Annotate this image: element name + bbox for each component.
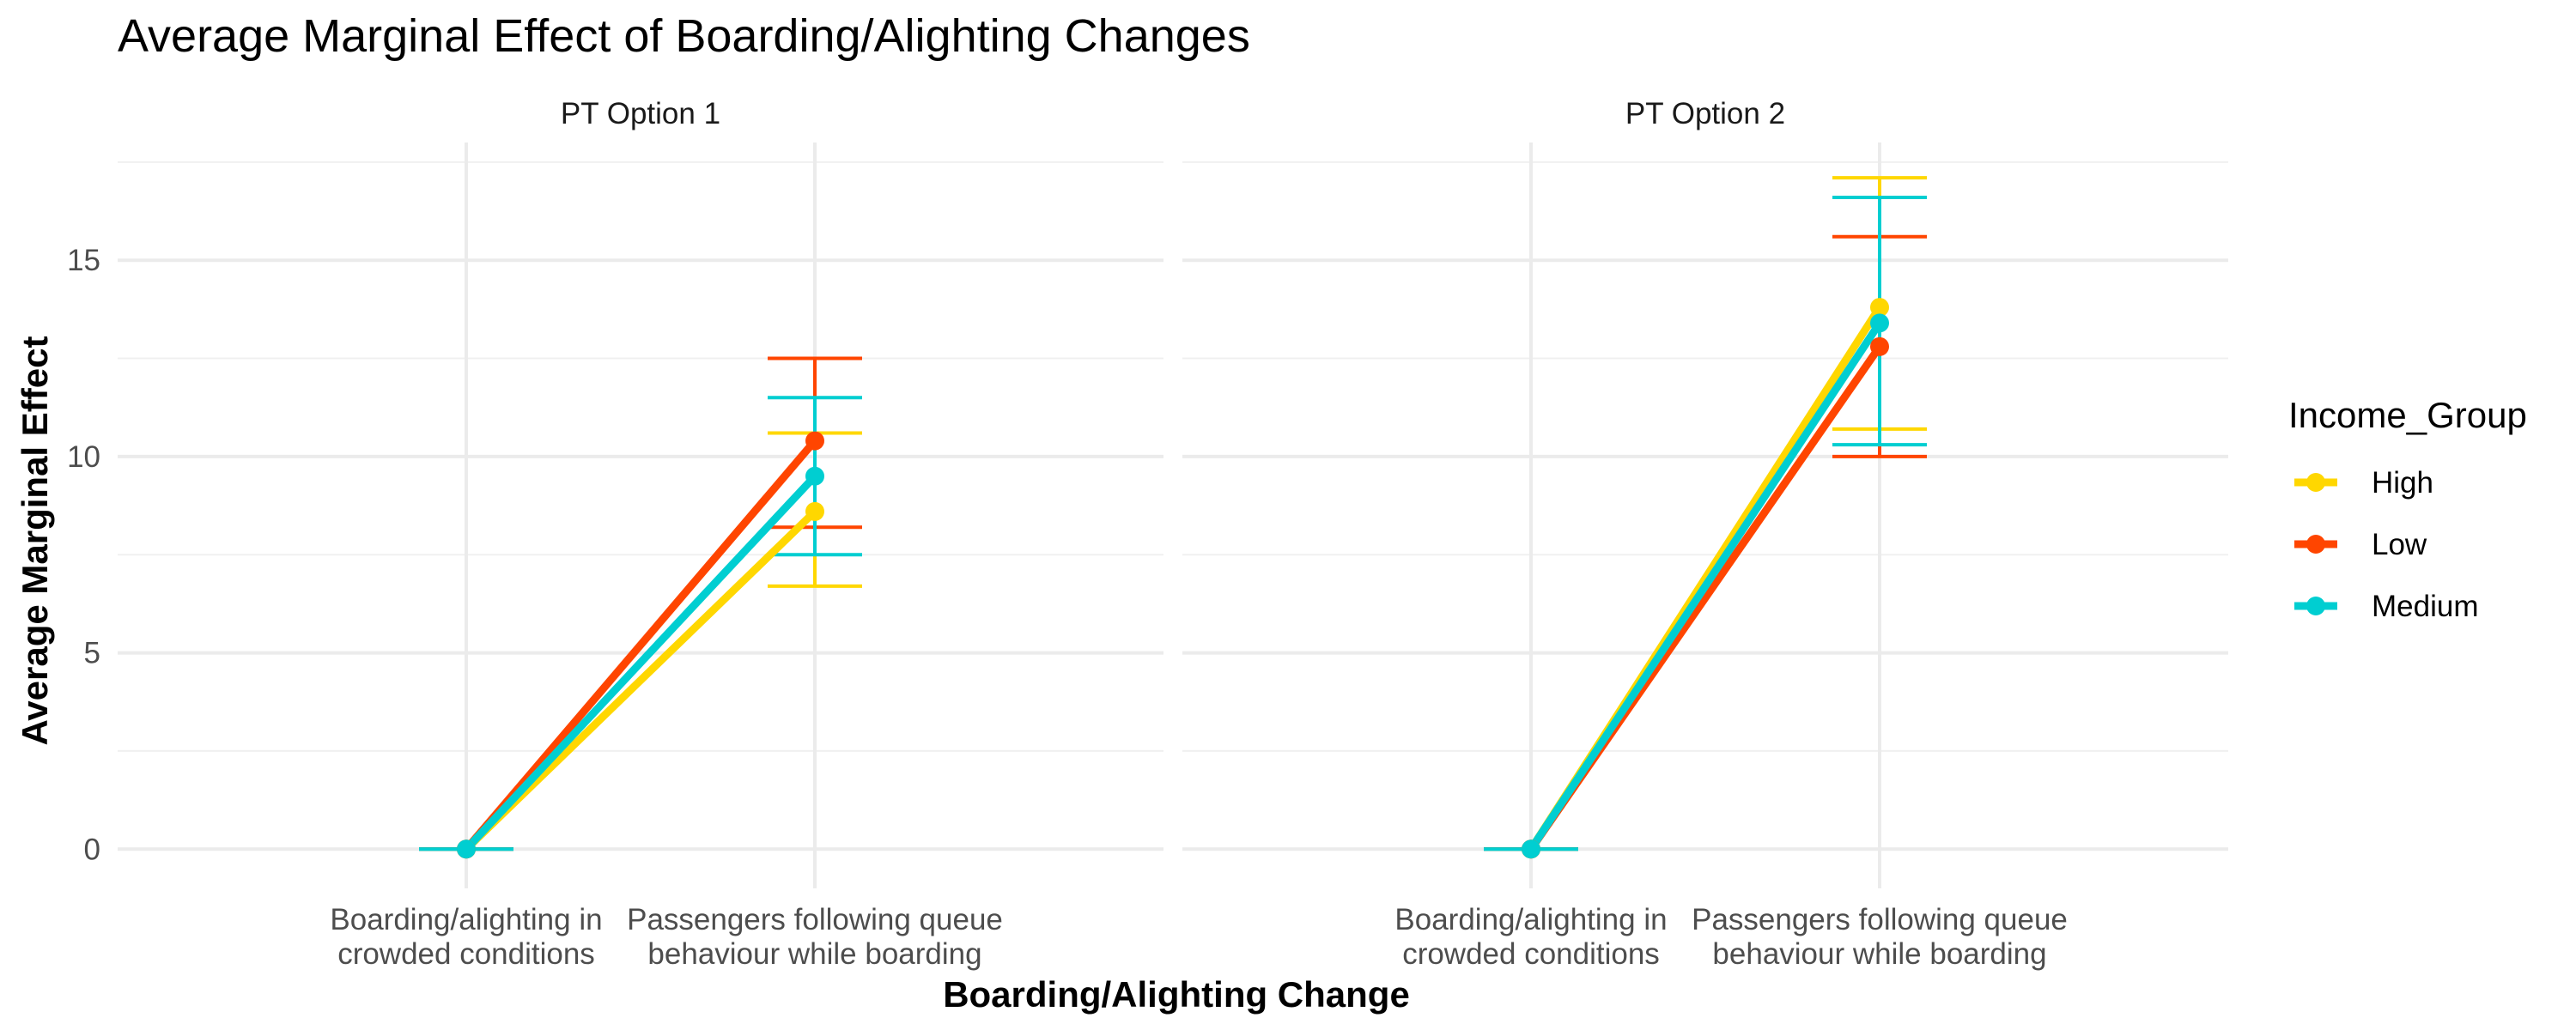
data-point-medium xyxy=(1522,839,1540,859)
legend-key-point-low xyxy=(2306,535,2325,554)
x-tick-label-line: Boarding/alighting in xyxy=(330,903,602,936)
series-line-high xyxy=(463,508,818,852)
panel-strip-label: PT Option 2 xyxy=(1625,97,1785,130)
x-tick-label: Boarding/alighting in crowded conditions xyxy=(330,903,602,971)
y-tick-label: 0 xyxy=(84,833,100,866)
y-tick-label: 10 xyxy=(67,440,100,474)
x-axis-title: Boarding/Alighting Change xyxy=(943,974,1410,1015)
legend-key-point-medium xyxy=(2306,597,2325,615)
series-line-low xyxy=(463,438,818,852)
data-point-low xyxy=(1870,336,1889,356)
data-point-low xyxy=(805,431,824,451)
x-tick-label: Passengers following queue behaviour whil… xyxy=(1692,903,2068,971)
series-line-medium xyxy=(1528,320,1883,851)
data-point-medium xyxy=(1870,313,1889,333)
chart-title: Average Marginal Effect of Boarding/Alig… xyxy=(118,10,1250,62)
x-tick-label-line: behaviour while boarding xyxy=(647,937,981,971)
x-tick-label: Passengers following queue behaviour whil… xyxy=(627,903,1003,971)
legend-title: Income_Group xyxy=(2288,395,2527,435)
legend-label-low: Low xyxy=(2372,528,2427,561)
legend: Income_Group High Low Medium xyxy=(2288,395,2527,623)
x-tick-label-line: Passengers following queue xyxy=(627,903,1003,936)
x-tick-label-line: behaviour while boarding xyxy=(1712,937,2046,971)
y-axis-title: Average Marginal Effect xyxy=(15,336,55,746)
legend-label-medium: Medium xyxy=(2372,590,2478,623)
series-line-medium xyxy=(463,473,818,852)
y-tick-label: 5 xyxy=(84,637,100,670)
legend-label-high: High xyxy=(2372,466,2433,500)
x-tick-label-line: crowded conditions xyxy=(1402,937,1660,971)
data-point-high xyxy=(805,501,824,521)
data-point-medium xyxy=(805,466,824,486)
x-tick-label-line: Passengers following queue xyxy=(1692,903,2068,936)
legend-key-point-high xyxy=(2306,473,2325,492)
x-tick-label: Boarding/alighting in crowded conditions xyxy=(1394,903,1667,971)
panel-strip-label: PT Option 1 xyxy=(561,97,720,130)
data-point-medium xyxy=(457,839,476,859)
panel-2: PT Option 2 Boarding/alighting in crowded … xyxy=(1182,97,2228,971)
x-tick-label-line: crowded conditions xyxy=(337,937,595,971)
x-tick-label-line: Boarding/alighting in xyxy=(1394,903,1667,936)
data-point-high xyxy=(1870,298,1889,318)
panel-1: PT Option 1 0 5 10 15 Boarding/alighting in cr… xyxy=(67,97,1163,971)
y-tick-label: 15 xyxy=(67,244,100,277)
